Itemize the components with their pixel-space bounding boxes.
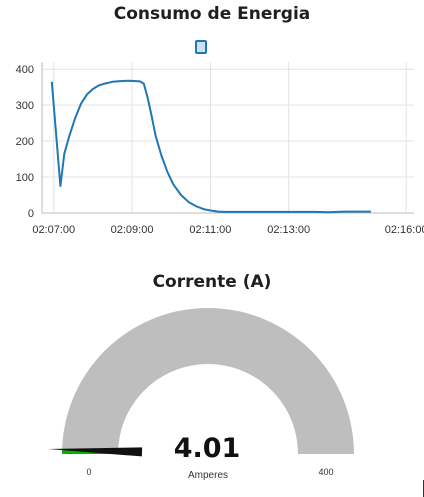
- y-tick-label: 300: [16, 100, 34, 112]
- chart-axes: 0 100 200 300 400 02:07:00 02:09:00 02:11:00 02:…: [16, 62, 424, 236]
- chart-series: [50, 79, 371, 214]
- gauge-needle: [48, 447, 143, 457]
- x-tick-label: 02:16:00: [385, 224, 424, 236]
- gauge-min-label: 0: [86, 467, 91, 477]
- chart-panel: Consumo de Energia 0 100 200 300 400 02:07:00…: [16, 4, 424, 236]
- gauge-track: [62, 308, 354, 454]
- y-tick-label: 100: [16, 172, 34, 184]
- x-tick-label: 02:13:00: [267, 224, 310, 236]
- gauge: 4.01 Amperes 0 400: [48, 308, 354, 481]
- x-tick-label: 02:11:00: [189, 224, 231, 236]
- gauge-max-label: 400: [318, 467, 333, 477]
- y-tick-label: 0: [28, 208, 34, 220]
- gauge-units: Amperes: [188, 470, 228, 481]
- legend-swatch[interactable]: [195, 40, 207, 54]
- gauge-value: 4.01: [174, 433, 241, 464]
- y-tick-label: 400: [16, 64, 34, 76]
- chart-grid: [42, 62, 414, 213]
- x-tick-label: 02:09:00: [111, 224, 154, 236]
- chart-title: Consumo de Energia: [113, 4, 311, 24]
- y-tick-label: 200: [16, 136, 34, 148]
- x-tick-label: 02:07:00: [32, 224, 75, 236]
- series-line: [50, 79, 371, 214]
- gauge-title: Corrente (A): [152, 272, 272, 292]
- line-chart: 0 100 200 300 400 02:07:00 02:09:00 02:11:00 02:…: [16, 40, 424, 236]
- gauge-panel: Corrente (A) 4.01 Amperes 0 400: [0, 262, 424, 497]
